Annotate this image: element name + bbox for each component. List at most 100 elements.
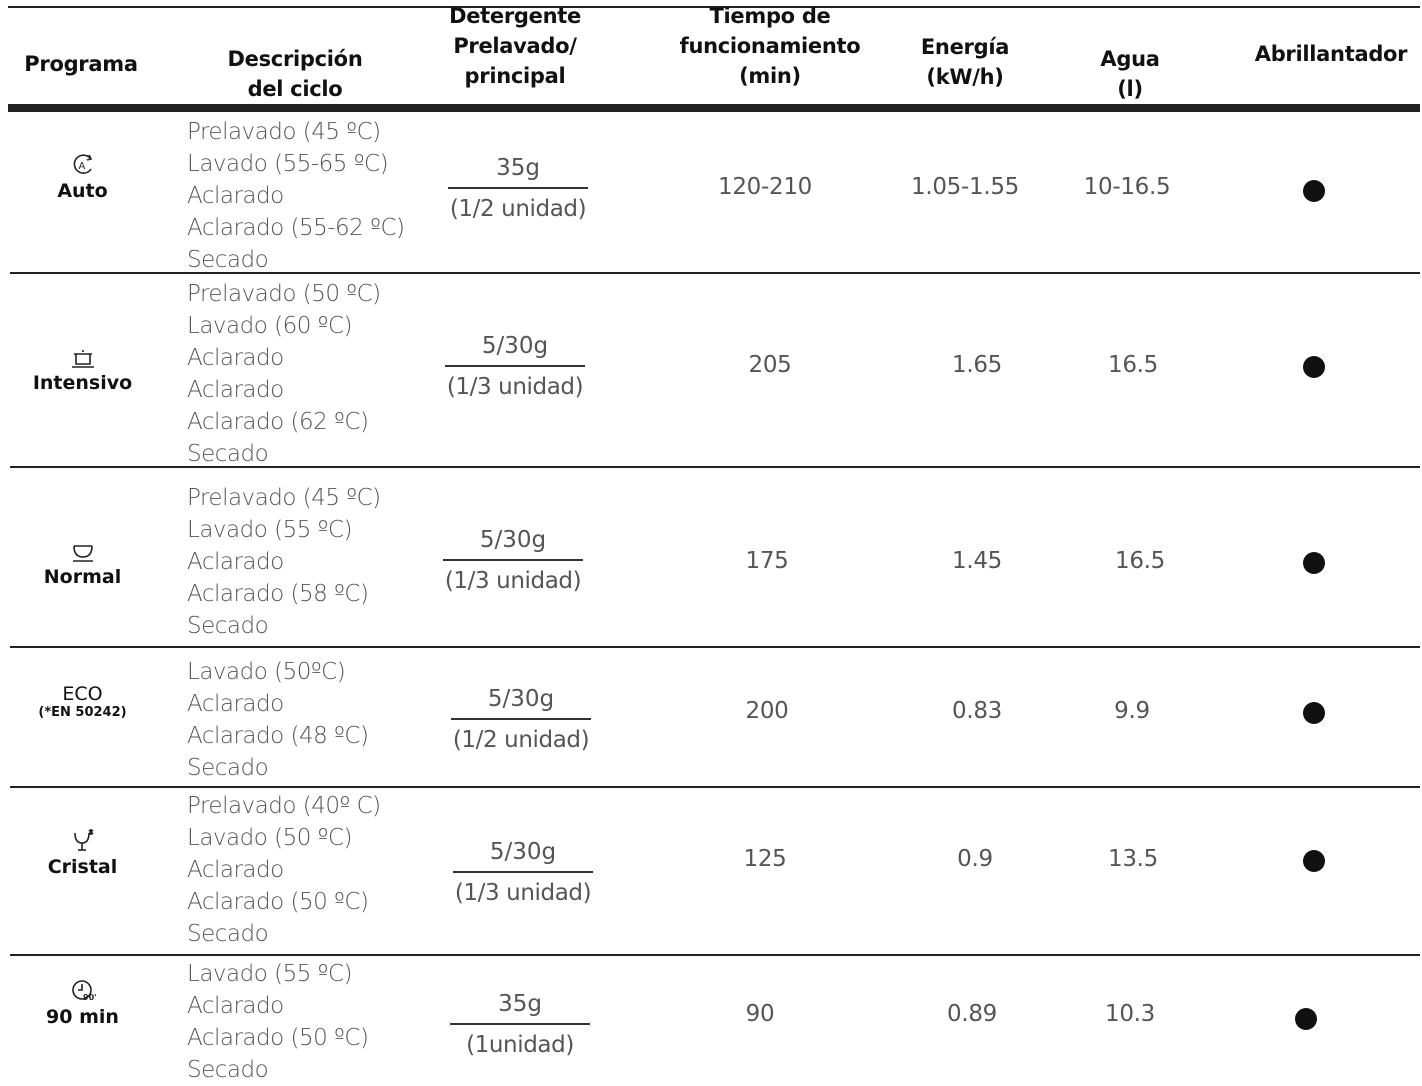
header-descripcion-line1: Descripción: [227, 47, 363, 71]
program-name: Auto: [57, 180, 108, 202]
cycle-step: Lavado (55 ºC): [187, 517, 353, 543]
run-time: 125: [743, 846, 787, 872]
cycle-description: Prelavado (40º C) Lavado (50 ºC) Aclarado A…: [187, 790, 437, 950]
auto-icon: A: [70, 152, 96, 178]
program-standard: (*EN 50242): [38, 705, 127, 720]
cycle-step: Aclarado: [187, 377, 284, 403]
program-cell: Cristal: [10, 828, 155, 878]
detergent-amount: 35g: [496, 155, 540, 181]
header-detergente-line3: principal: [464, 64, 566, 88]
cycle-description: Prelavado (50 ºC) Lavado (60 ºC) Aclarado A…: [187, 278, 437, 470]
table-row: ECO (*EN 50242) Lavado (50ºC) Aclarado Aclar…: [0, 648, 1422, 788]
detergent-unit: (1/2 unidad): [452, 727, 590, 753]
table-row: 90' 90 min Lavado (55 ºC) Aclarado Aclarado …: [0, 956, 1422, 1083]
header-descripcion: Descripción del ciclo: [190, 26, 400, 122]
header-rule: [8, 104, 1420, 112]
row-separator: [10, 954, 1420, 956]
header-energia-line1: Energía: [920, 35, 1010, 59]
energy-value: 1.65: [951, 352, 1002, 378]
program-name: Normal: [43, 566, 122, 588]
header-energia-line2: (kW/h): [926, 65, 1004, 89]
water-value: 10.3: [1104, 1001, 1155, 1027]
cycle-step: Aclarado: [187, 993, 284, 1019]
cycle-step: Secado: [187, 247, 269, 273]
program-name: Cristal: [47, 856, 118, 878]
clock-90-icon: 90': [70, 978, 96, 1004]
header-tiempo-line3: (min): [739, 64, 801, 88]
program-cell: ECO (*EN 50242): [10, 683, 155, 720]
water-value: 16.5: [1107, 352, 1158, 378]
row-separator: [10, 466, 1420, 468]
header-tiempo-line2: funcionamiento: [679, 34, 861, 58]
cycle-step: Secado: [187, 613, 269, 639]
cycle-step: Prelavado (45 ºC): [187, 119, 381, 145]
cycle-step: Aclarado (55-62 ºC): [187, 215, 405, 241]
cycle-description: Lavado (55 ºC) Aclarado Aclarado (50 ºC) Se…: [187, 958, 437, 1086]
water-value: 9.9: [1114, 698, 1150, 724]
pot-icon: [70, 344, 96, 370]
table-row: Normal Prelavado (45 ºC) Lavado (55 ºC) Acl…: [0, 468, 1422, 648]
row-separator: [10, 646, 1420, 648]
cycle-step: Lavado (55-65 ºC): [187, 151, 389, 177]
top-rule: [8, 6, 1420, 8]
energy-value: 0.83: [951, 698, 1002, 724]
rinse-aid-dot-icon: [1303, 552, 1325, 574]
program-cell: Intensivo: [10, 344, 155, 394]
header-programa: Programa: [10, 16, 152, 112]
run-time: 205: [748, 352, 792, 378]
cycle-step: Prelavado (50 ºC): [187, 281, 381, 307]
cycle-step: Prelavado (40º C): [187, 793, 381, 819]
detergent-unit: (1/3 unidad): [454, 880, 592, 906]
fraction-line: [450, 1023, 590, 1025]
detergent-amount: 5/30g: [479, 527, 547, 553]
cycle-step: Aclarado (48 ºC): [187, 723, 369, 749]
water-value: 10-16.5: [1083, 174, 1171, 200]
rinse-aid-dot-icon: [1303, 356, 1325, 378]
water-value: 13.5: [1107, 846, 1158, 872]
header-tiempo: Tiempo de funcionamiento (min): [660, 0, 880, 94]
detergent-amount: 35g: [498, 991, 542, 1017]
detergent-unit: (1/3 unidad): [444, 568, 582, 594]
cycle-step: Secado: [187, 755, 269, 781]
header-agua: Agua (l): [1060, 26, 1200, 122]
header-energia: Energía (kW/h): [890, 14, 1040, 110]
energy-value: 1.45: [951, 548, 1002, 574]
bowl-icon: [70, 538, 96, 564]
table-row: Intensivo Prelavado (50 ºC) Lavado (60 ºC)…: [0, 274, 1422, 468]
cycle-description: Lavado (50ºC) Aclarado Aclarado (48 ºC) Sec…: [187, 656, 437, 784]
program-name: ECO: [62, 683, 103, 705]
svg-text:A: A: [78, 161, 85, 172]
rinse-aid-dot-icon: [1303, 180, 1325, 202]
fraction-line: [453, 871, 593, 873]
header-programa-label: Programa: [24, 52, 138, 76]
cycle-step: Secado: [187, 921, 269, 947]
header-abrillantador-label: Abrillantador: [1254, 42, 1408, 66]
energy-value: 0.9: [957, 846, 993, 872]
detergent-unit: (1unidad): [466, 1032, 574, 1058]
detergent-cell: 35g (1/2 unidad): [443, 152, 593, 225]
table-row: Cristal Prelavado (40º C) Lavado (50 ºC) Ac…: [0, 788, 1422, 956]
fraction-line: [451, 718, 591, 720]
detergent-unit: (1/3 unidad): [446, 374, 584, 400]
program-cell: A Auto: [10, 152, 155, 202]
detergent-unit: (1/2 unidad): [449, 196, 587, 222]
glass-icon: [70, 828, 96, 854]
cycle-step: Lavado (55 ºC): [187, 961, 353, 987]
cycle-step: Prelavado (45 ºC): [187, 485, 381, 511]
energy-value: 1.05-1.55: [910, 174, 1020, 200]
cycle-step: Secado: [187, 441, 269, 467]
cycle-step: Aclarado (50 ºC): [187, 889, 369, 915]
cycle-step: Aclarado (50 ºC): [187, 1025, 369, 1051]
cycle-step: Lavado (60 ºC): [187, 313, 353, 339]
rinse-aid-dot-icon: [1303, 702, 1325, 724]
detergent-cell: 35g (1unidad): [445, 988, 595, 1061]
program-name: 90 min: [46, 1006, 119, 1028]
header-abrillantador: Abrillantador: [1240, 6, 1422, 102]
table-row: A Auto Prelavado (45 ºC) Lavado (55-65 ºC) A…: [0, 112, 1422, 274]
fraction-line: [448, 187, 588, 189]
detergent-cell: 5/30g (1/3 unidad): [438, 524, 588, 597]
cycle-step: Aclarado (58 ºC): [187, 581, 369, 607]
header-detergente-line2: Prelavado/: [453, 34, 577, 58]
svg-text:90': 90': [83, 993, 96, 1002]
cycle-step: Aclarado: [187, 691, 284, 717]
